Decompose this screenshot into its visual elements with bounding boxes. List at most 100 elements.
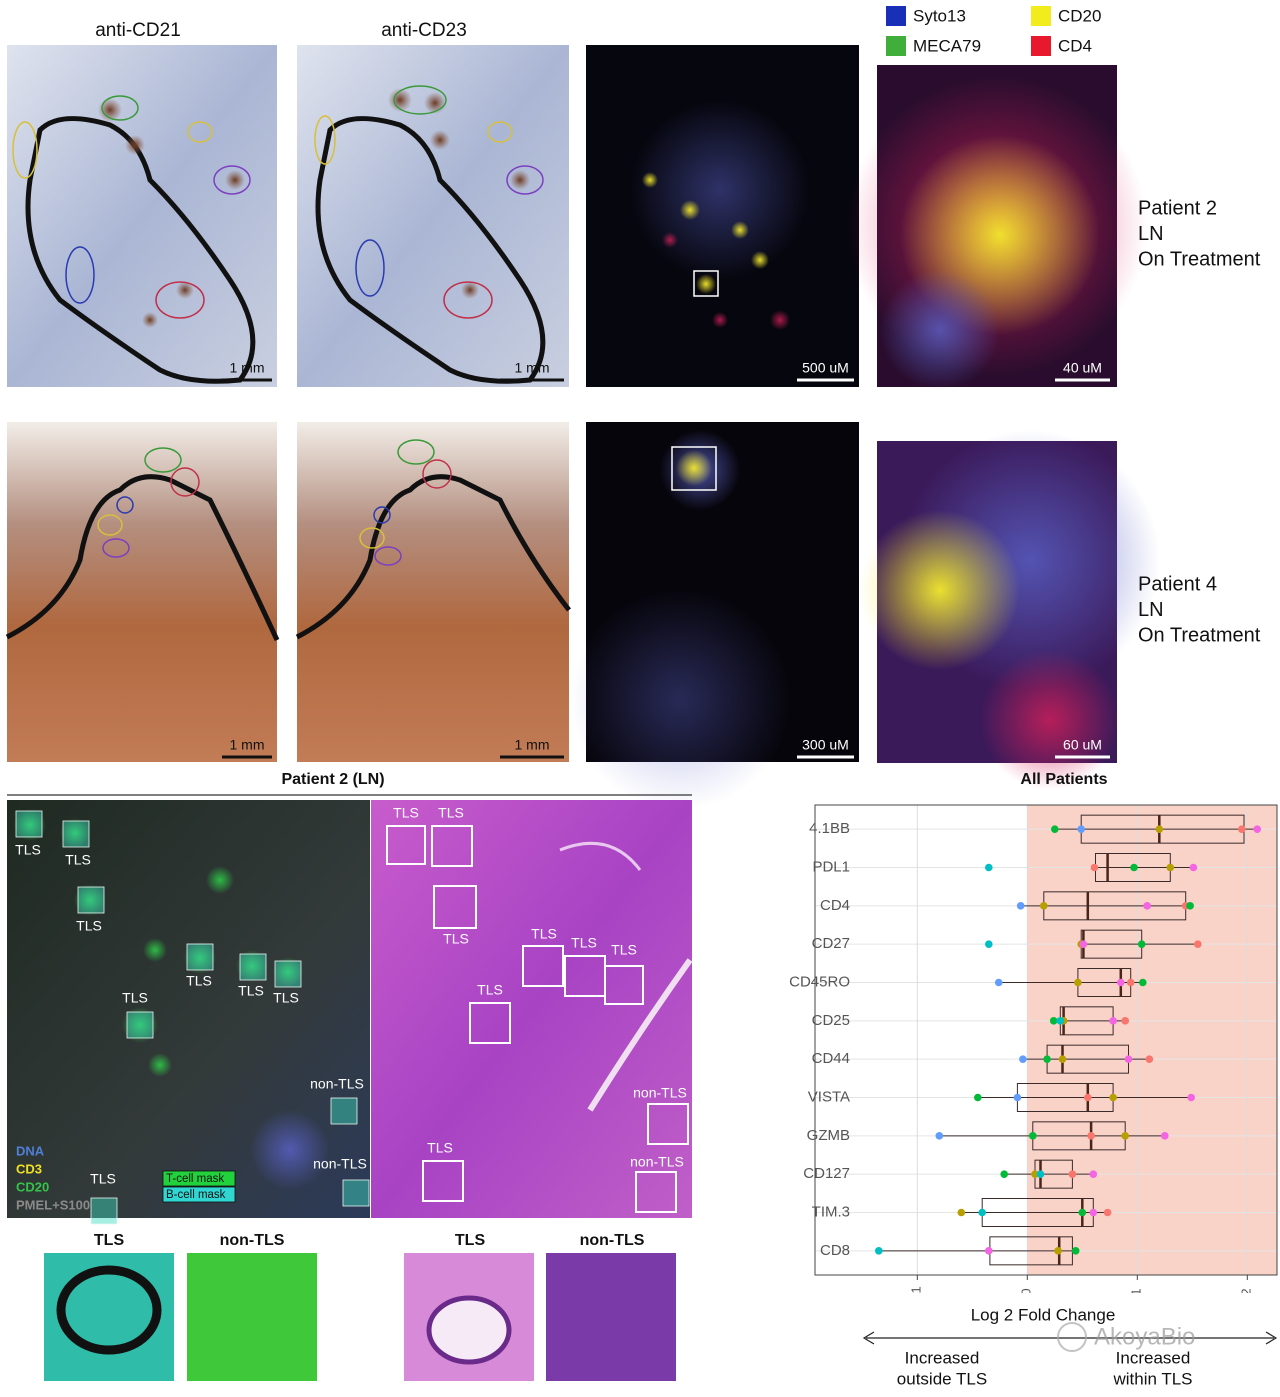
roi-box (126, 1011, 154, 1039)
legend-label: Syto13 (913, 6, 966, 25)
y-tick-label: CD4 (820, 897, 850, 914)
x-tick-label: 0 (1019, 1288, 1034, 1295)
roi-box (62, 820, 90, 848)
roi-box (342, 1179, 370, 1207)
box (1059, 1006, 1114, 1036)
data-point (1194, 940, 1202, 948)
data-point (985, 940, 993, 948)
legend-label: CD20 (1058, 6, 1101, 25)
data-point (1090, 863, 1099, 872)
roi-label: TLS (531, 926, 557, 942)
box (981, 1198, 1094, 1227)
legend-label: CD4 (1058, 36, 1092, 55)
roi-label: non-TLS (630, 1154, 684, 1170)
y-tick-label: CD27 (812, 935, 850, 952)
ihc-row-2 (5, 422, 1160, 810)
x-tick-label: -1 (909, 1286, 924, 1298)
chart-title: All Patients (1020, 771, 1107, 788)
column-title: anti-CD23 (381, 20, 467, 41)
roi-label: non-TLS (310, 1076, 364, 1092)
scale-bar-label: 1 mm (230, 360, 265, 376)
scale-bar-label: 1 mm (230, 737, 265, 753)
shade-region (1027, 805, 1277, 1275)
x-tick-label: 1 (1129, 1288, 1144, 1295)
data-point (1051, 825, 1059, 833)
y-tick-label: PDL1 (812, 858, 850, 875)
data-point (1155, 825, 1164, 833)
box (1016, 1083, 1114, 1112)
roi-label: TLS (477, 982, 503, 998)
roi-label: TLS (76, 918, 102, 934)
data-point (1049, 1017, 1058, 1025)
mask-label: B-cell mask (166, 1189, 226, 1201)
legend-swatch (886, 6, 906, 26)
scale-bar-label: 40 uM (1063, 360, 1102, 376)
crop-title: TLS (455, 1232, 486, 1249)
plot-border (814, 804, 1278, 1276)
roi-box (522, 945, 564, 987)
data-point (1040, 902, 1048, 910)
y-tick-label: CD8 (820, 1242, 850, 1259)
box (1080, 929, 1143, 959)
data-point (1029, 1132, 1037, 1140)
patient-caption: On Treatment (1138, 248, 1261, 270)
roi-label: TLS (443, 931, 469, 947)
roi-label: TLS (65, 852, 91, 868)
roi-box (422, 1160, 464, 1202)
crops (44, 1253, 676, 1381)
crop-title: non-TLS (220, 1232, 285, 1249)
data-point (1253, 825, 1261, 833)
roi-box (239, 953, 267, 981)
x-tick-label: 2 (1239, 1288, 1254, 1295)
y-tick-label: VISTA (808, 1088, 850, 1105)
data-point (1056, 1017, 1065, 1025)
section-title: Patient 2 (LN) (281, 771, 384, 788)
data-point (1058, 1055, 1067, 1063)
data-point (1078, 1208, 1087, 1217)
roi-label: TLS (571, 935, 597, 951)
data-point (1186, 902, 1194, 910)
data-point (1161, 1132, 1169, 1140)
roi-label: TLS (186, 973, 212, 989)
arrowhead (1265, 1331, 1278, 1345)
data-point (1103, 1208, 1112, 1217)
ihc-row-1 (7, 45, 1147, 390)
watermark-icon (1057, 1322, 1087, 1352)
box (1032, 1121, 1126, 1151)
scale-bar-label: 1 mm (515, 360, 550, 376)
roi-label: TLS (438, 805, 464, 821)
y-tick-label: CD25 (812, 1012, 850, 1029)
mask-swatch (162, 1186, 236, 1203)
data-point (1043, 1055, 1051, 1063)
data-point (875, 1247, 883, 1255)
crop-title: TLS (94, 1232, 125, 1249)
roi-box (330, 1097, 358, 1125)
mask-swatch (162, 1170, 236, 1187)
data-point (1124, 1055, 1133, 1063)
y-tick-label: GZMB (807, 1127, 850, 1144)
y-tick-label: CD44 (812, 1050, 850, 1067)
data-point (1238, 825, 1246, 833)
data-point (974, 1093, 982, 1102)
if-panel (7, 800, 370, 1218)
legend-swatch (1031, 6, 1051, 26)
scale-bar-label: 1 mm (515, 737, 550, 753)
roi-box (433, 885, 477, 929)
data-point (1036, 1170, 1045, 1178)
legend-box (815, 1293, 1277, 1397)
arrowhead (862, 1331, 875, 1345)
legend-swatch (886, 36, 906, 56)
scale-bar-label: 60 uM (1063, 737, 1102, 753)
data-point (1019, 1055, 1027, 1063)
data-point (1031, 1170, 1039, 1178)
legend-label: MECA79 (913, 36, 981, 55)
mask-label: T-cell mask (166, 1173, 224, 1185)
roi-box (186, 943, 214, 971)
data-point (1117, 978, 1125, 987)
data-point (1054, 1247, 1062, 1255)
data-point (1137, 940, 1146, 948)
x-axis-title: Log 2 Fold Change (971, 1305, 1116, 1324)
patient-caption: LN (1138, 599, 1164, 621)
data-point (1187, 1093, 1195, 1102)
